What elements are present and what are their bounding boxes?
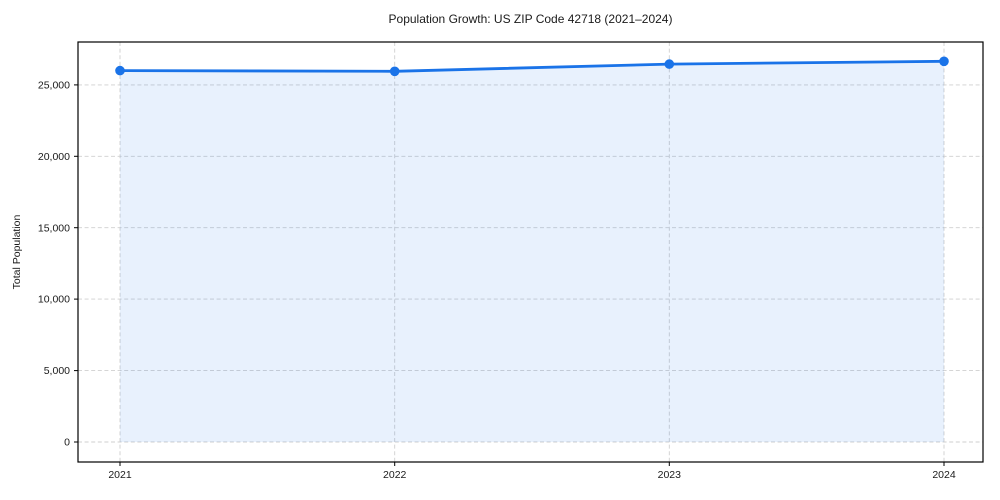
- y-axis-title: Total Population: [11, 214, 23, 290]
- x-tick-label: 2023: [658, 469, 682, 481]
- data-point-2021: [115, 65, 125, 76]
- plot-border: [77, 41, 984, 463]
- y-tick-label: 25,000: [38, 80, 70, 92]
- data-point-2022: [389, 66, 400, 77]
- area-fill: [120, 61, 944, 443]
- y-tick-label: 0: [64, 437, 70, 449]
- data-point-2023: [664, 59, 675, 69]
- x-tick-label: 2022: [383, 469, 407, 481]
- y-tick-label: 20,000: [38, 151, 70, 163]
- chart-title: Population Growth: US ZIP Code 42718 (20…: [388, 12, 673, 26]
- data-point-2024: [939, 56, 949, 67]
- y-tick-label: 10,000: [38, 294, 70, 306]
- x-tick-label: 2024: [932, 469, 956, 481]
- x-tick-label: 2021: [108, 469, 132, 481]
- series-line: [118, 59, 946, 73]
- y-tick-label: 5,000: [44, 365, 70, 377]
- y-tick-label: 15,000: [38, 222, 70, 234]
